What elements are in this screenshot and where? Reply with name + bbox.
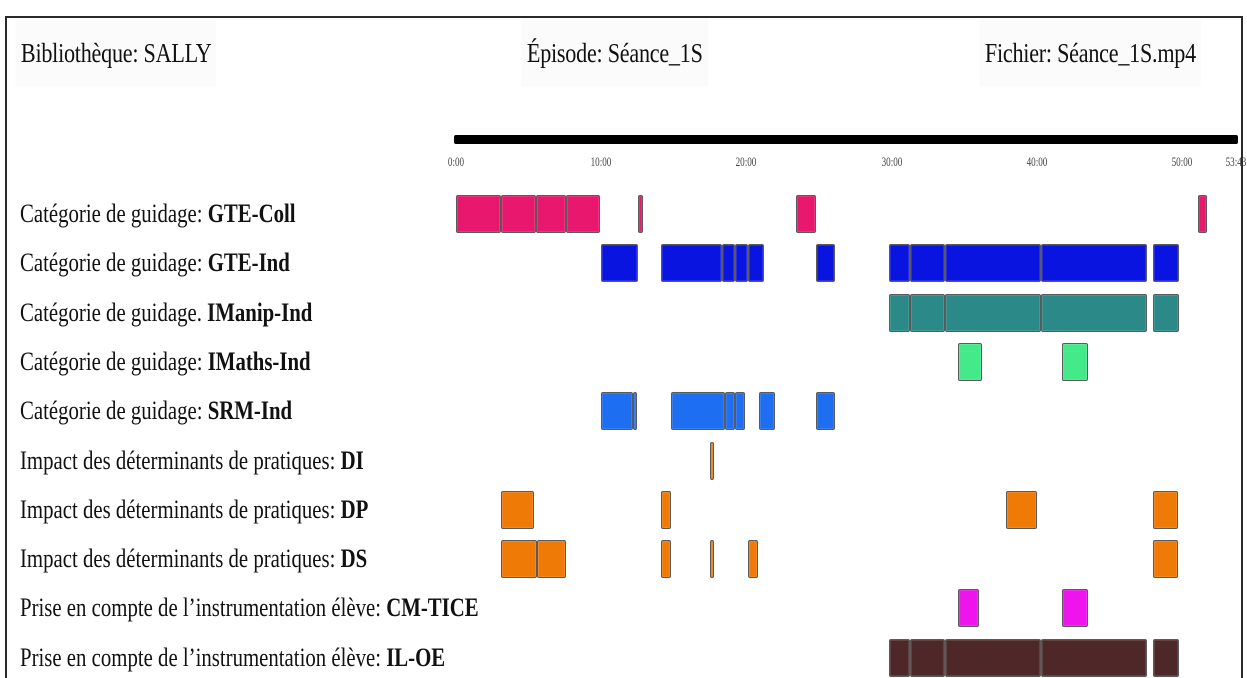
segment-imanip-ind[interactable] xyxy=(945,293,1042,332)
row-label-gte-coll: Catégorie de guidage: GTE-Coll xyxy=(20,194,296,234)
segment-gte-coll[interactable] xyxy=(795,195,817,233)
segment-di[interactable] xyxy=(710,441,715,480)
row-label-imaths-ind: Catégorie de guidage: IMaths-Ind xyxy=(20,342,311,382)
segment-gte-ind[interactable] xyxy=(910,244,946,283)
segment-imaths-ind[interactable] xyxy=(1061,342,1088,381)
segment-gte-coll[interactable] xyxy=(501,195,536,233)
row-label-imanip-ind: Catégorie de guidage. IManip-Ind xyxy=(20,293,312,333)
row-code: DI xyxy=(340,445,364,475)
segment-gte-coll[interactable] xyxy=(535,195,567,233)
segment-gte-coll[interactable] xyxy=(637,195,644,233)
segment-gte-ind[interactable] xyxy=(888,244,911,283)
time-tick-label: 50:00 xyxy=(1171,154,1193,169)
segment-srm-ind[interactable] xyxy=(734,392,745,431)
segment-il-oe[interactable] xyxy=(1041,638,1148,677)
segment-gte-ind[interactable] xyxy=(945,244,1042,283)
segment-il-oe[interactable] xyxy=(945,638,1042,677)
segment-gte-coll[interactable] xyxy=(1197,195,1207,233)
row-category: Impact des déterminants de pratiques: xyxy=(20,544,341,574)
segment-ds[interactable] xyxy=(537,540,567,579)
row-category: Catégorie de guidage: xyxy=(20,248,208,278)
row-code: IManip-Ind xyxy=(207,297,313,327)
row-label-srm-ind: Catégorie de guidage: SRM-Ind xyxy=(20,391,292,431)
row-code: GTE-Coll xyxy=(207,199,296,228)
segment-srm-ind[interactable] xyxy=(670,392,725,431)
row-code: DS xyxy=(340,544,368,574)
segment-il-oe[interactable] xyxy=(888,638,911,677)
time-tick-label: 0:00 xyxy=(447,154,465,169)
time-tick-label: 20:00 xyxy=(736,154,757,169)
segment-dp[interactable] xyxy=(1006,490,1037,529)
row-code: DP xyxy=(340,494,369,524)
row-code: SRM-Ind xyxy=(207,396,293,426)
segment-imanip-ind[interactable] xyxy=(1152,293,1180,332)
segment-il-oe[interactable] xyxy=(910,638,946,677)
segment-cm-tice[interactable] xyxy=(958,589,979,628)
row-category: Impact des déterminants de pratiques: xyxy=(20,445,341,475)
time-tick-label: 53:43 xyxy=(1225,154,1247,169)
row-category: Catégorie de guidage. xyxy=(20,297,208,327)
segment-gte-coll[interactable] xyxy=(566,195,600,233)
row-label-dp: Impact des déterminants de pratiques: DP xyxy=(20,490,368,530)
segment-ds[interactable] xyxy=(1152,540,1178,579)
segment-gte-ind[interactable] xyxy=(721,244,735,283)
segment-dp[interactable] xyxy=(1152,490,1178,529)
segment-ds[interactable] xyxy=(747,540,759,579)
row-code: IL-OE xyxy=(386,642,446,672)
segment-cm-tice[interactable] xyxy=(1061,589,1088,628)
row-label-cm-tice: Prise en compte de l’instrumentation élè… xyxy=(20,588,479,628)
segment-gte-ind[interactable] xyxy=(601,244,638,283)
segment-imanip-ind[interactable] xyxy=(910,293,946,332)
row-category: Catégorie de guidage: xyxy=(20,346,208,376)
segment-il-oe[interactable] xyxy=(1152,638,1180,677)
episode-label: Épisode: Séance_1S xyxy=(522,20,708,86)
segment-srm-ind[interactable] xyxy=(633,392,638,431)
row-code: GTE-Ind xyxy=(207,248,290,278)
row-category: Prise en compte de l’instrumentation élè… xyxy=(20,642,387,672)
segment-dp[interactable] xyxy=(501,490,535,529)
segment-srm-ind[interactable] xyxy=(601,392,634,431)
row-code: CM-TICE xyxy=(386,593,479,623)
segment-imanip-ind[interactable] xyxy=(1041,293,1148,332)
segment-ds[interactable] xyxy=(710,540,715,579)
segment-srm-ind[interactable] xyxy=(816,392,835,431)
time-tick-label: 10:00 xyxy=(590,154,612,169)
segment-srm-ind[interactable] xyxy=(724,392,735,431)
segment-gte-ind[interactable] xyxy=(734,244,748,283)
row-category: Catégorie de guidage: xyxy=(20,396,208,426)
row-category: Catégorie de guidage: xyxy=(20,199,208,228)
segment-gte-ind[interactable] xyxy=(816,244,835,283)
row-label-di: Impact des déterminants de pratiques: DI xyxy=(20,441,364,481)
row-category: Prise en compte de l’instrumentation élè… xyxy=(20,593,387,623)
library-label: Bibliothèque: SALLY xyxy=(16,20,217,86)
timeline-panel xyxy=(5,16,1243,678)
file-label: Fichier: Séance_1S.mp4 xyxy=(980,20,1201,86)
segment-ds[interactable] xyxy=(501,540,538,579)
segment-gte-ind[interactable] xyxy=(1041,244,1148,283)
segment-gte-ind[interactable] xyxy=(1152,244,1180,283)
time-tick-label: 30:00 xyxy=(881,154,902,169)
segment-imaths-ind[interactable] xyxy=(958,342,982,381)
row-label-gte-ind: Catégorie de guidage: GTE-Ind xyxy=(20,243,290,283)
segment-ds[interactable] xyxy=(660,540,671,579)
row-category: Impact des déterminants de pratiques: xyxy=(20,494,341,524)
segment-gte-coll[interactable] xyxy=(456,195,501,233)
segment-gte-ind[interactable] xyxy=(660,244,722,283)
segment-gte-ind[interactable] xyxy=(747,244,764,283)
row-code: IMaths-Ind xyxy=(207,346,311,376)
segment-dp[interactable] xyxy=(660,490,671,529)
row-label-il-oe: Prise en compte de l’instrumentation élè… xyxy=(20,638,445,678)
time-tick-label: 40:00 xyxy=(1026,154,1048,169)
row-label-ds: Impact des déterminants de pratiques: DS xyxy=(20,539,367,579)
timeline-scrubber[interactable] xyxy=(454,135,1238,144)
segment-srm-ind[interactable] xyxy=(759,392,776,431)
segment-imanip-ind[interactable] xyxy=(888,293,911,332)
